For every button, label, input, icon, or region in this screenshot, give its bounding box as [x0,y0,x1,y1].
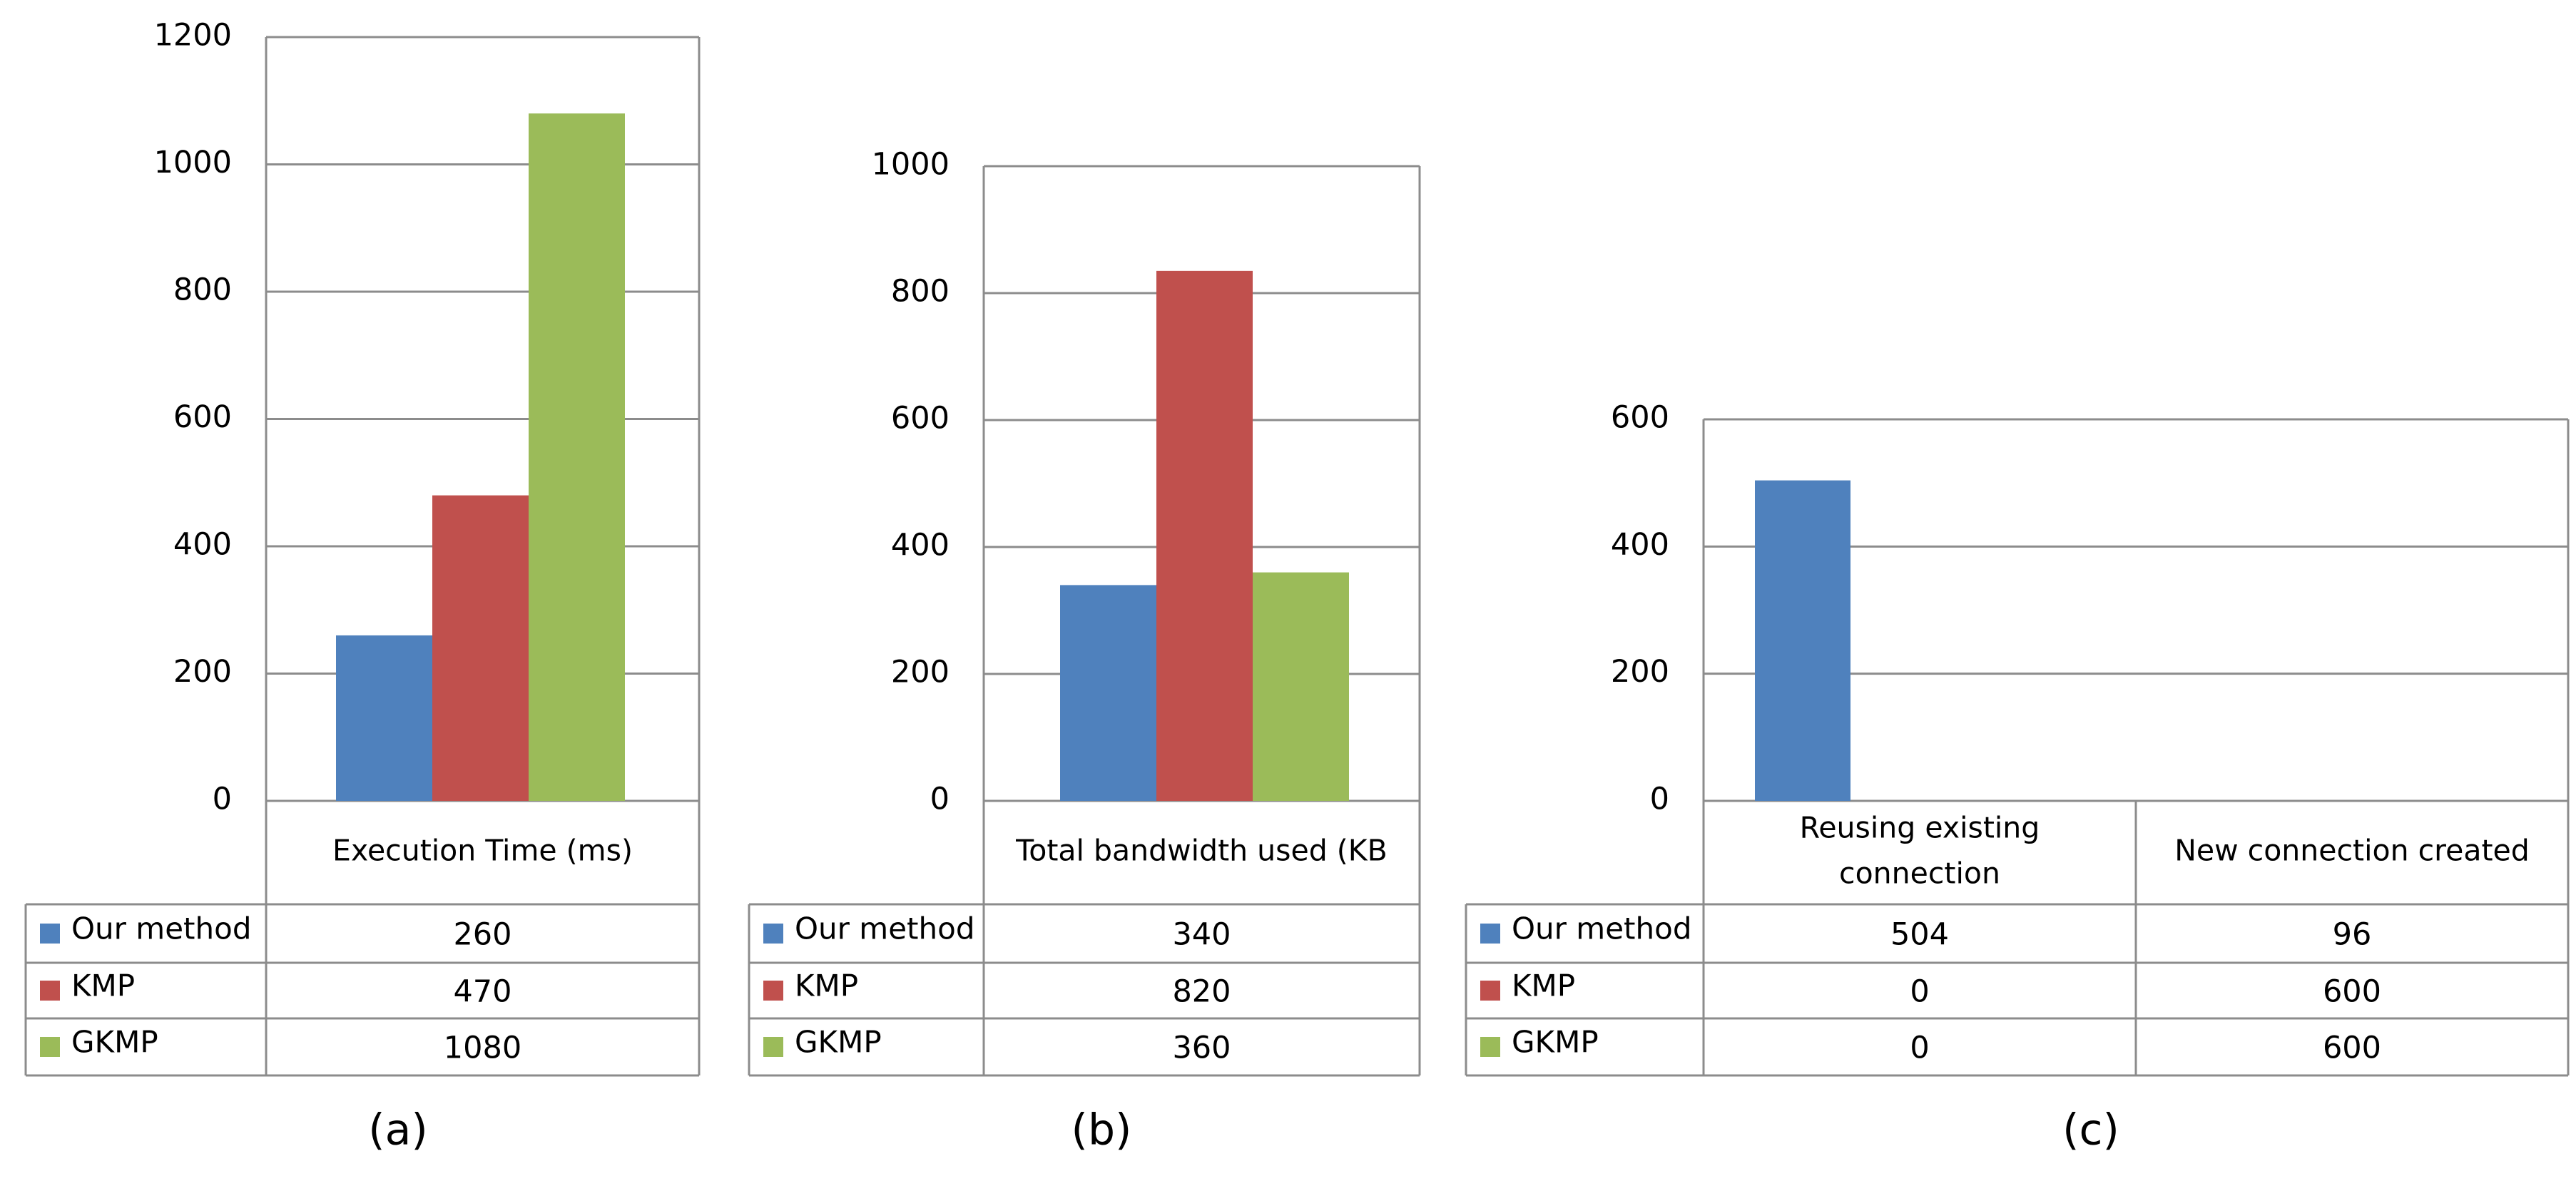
y-tick-label: 600 [173,399,232,435]
table-value: 470 [453,974,511,1010]
y-tick-label: 200 [173,654,232,690]
y-tick-label: 200 [891,655,950,690]
y-tick-label: 200 [1611,654,1669,690]
table-value: 1080 [444,1031,521,1066]
table-value: 340 [1172,917,1231,953]
panel-caption: (c) [2062,1105,2119,1155]
legend-swatch [763,1037,783,1057]
y-tick-label: 1000 [872,147,950,183]
legend-label: Our method [1512,911,1692,946]
category-label: Execution Time (ms) [332,834,633,868]
y-tick-label: 600 [1611,400,1669,436]
chart-panel-2: 0 200 400 600 800 1000 Total bandwidth used (K… [748,147,1421,1155]
legend-swatch [1480,924,1500,944]
y-tick-label: 600 [891,401,950,436]
y-tick-label: 1000 [154,145,232,180]
legend-swatch [1480,1037,1500,1057]
legend-swatch [763,981,783,1001]
category-label: New connection created [2174,834,2530,868]
category-label: connection [1839,857,2000,891]
table-value: 0 [1910,974,1929,1010]
bar [336,635,432,801]
y-tick-label: 0 [1650,782,1669,817]
legend-swatch [763,924,783,944]
legend-swatch [40,981,60,1001]
y-tick-label: 800 [891,274,950,310]
legend-label: KMP [71,968,135,1003]
y-tick-label: 0 [930,782,950,817]
legend-label: KMP [795,968,858,1003]
table-value: 0 [1910,1031,1929,1066]
y-tick-label: 400 [1611,527,1669,563]
table-value: 360 [1172,1031,1231,1066]
legend-swatch [40,924,60,944]
legend-label: GKMP [71,1025,158,1060]
bar [1060,585,1156,801]
y-tick-label: 400 [173,527,232,563]
chart-panel-1: 0 200 400 600 800 1000 1200 Execution Time (ms)… [24,18,701,1155]
table-value: 600 [2323,1031,2381,1066]
bar [1253,572,1349,801]
y-tick-label: 1200 [154,18,232,53]
category-label: Total bandwidth used (KB [1015,834,1388,868]
bar [432,495,529,801]
y-tick-label: 800 [173,272,232,308]
y-tick-label: 400 [891,528,950,563]
table-value: 96 [2333,917,2372,953]
table-value: 504 [1890,917,1949,953]
y-tick-label: 0 [213,782,232,817]
bar [1156,270,1253,802]
bar [1755,480,1850,801]
table-value: 600 [2323,974,2381,1010]
legend-label: GKMP [1512,1025,1599,1060]
legend-label: Our method [71,911,252,946]
table-value: 820 [1172,974,1231,1010]
bar [529,113,625,802]
table-value: 260 [453,917,511,953]
legend-label: Our method [795,911,975,946]
legend-swatch [1480,981,1500,1001]
panel-caption: (b) [1071,1105,1132,1155]
panel-caption: (a) [368,1105,428,1155]
chart-panel-3: 0 200 400 600 Reusing existing connection New … [1465,400,2570,1155]
legend-swatch [40,1037,60,1057]
legend-label: KMP [1512,968,1575,1003]
category-label: Reusing existing [1800,811,2040,845]
legend-label: GKMP [795,1025,882,1060]
